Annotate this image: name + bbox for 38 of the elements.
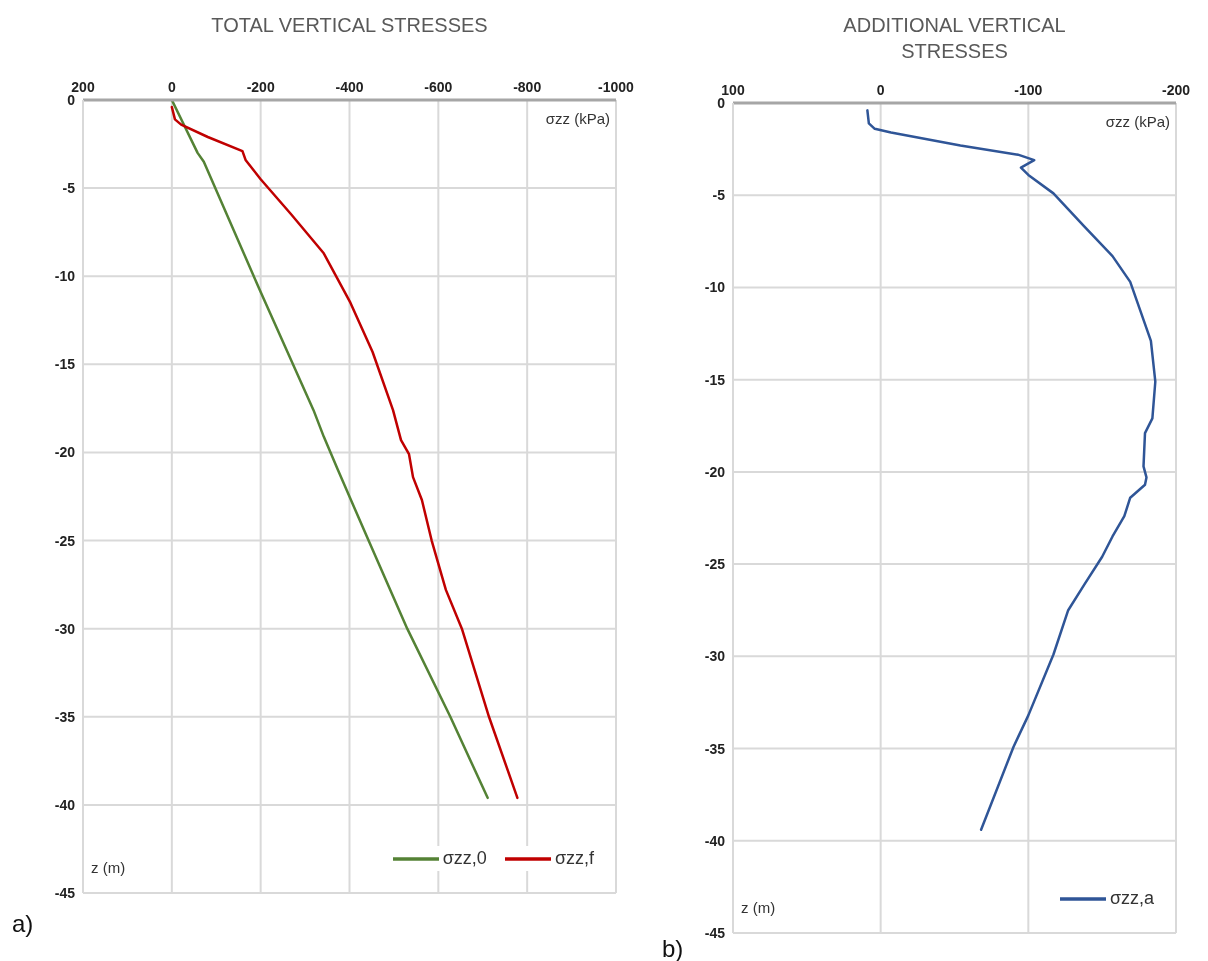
x-tick-label: -600 xyxy=(424,79,453,95)
x-axis-title: σzz (kPa) xyxy=(545,110,610,127)
x-tick-label: 0 xyxy=(167,79,176,95)
chart-title: ADDITIONAL VERTICAL STRESSES xyxy=(842,13,1067,64)
y-axis-title: z (m) xyxy=(91,859,126,876)
x-axis-title: σzz (kPa) xyxy=(1105,113,1170,130)
y-tick-label: -5 xyxy=(62,180,76,197)
x-tick-label: -200 xyxy=(246,79,275,95)
legend-label: σzz,f xyxy=(554,848,594,869)
legend-label: σzz,a xyxy=(1109,888,1154,909)
y-tick-label: -20 xyxy=(704,463,726,480)
x-tick-label: -400 xyxy=(335,79,364,95)
y-tick-label: -30 xyxy=(54,620,76,637)
y-tick-label: -5 xyxy=(712,187,726,204)
y-tick-label: -45 xyxy=(54,884,76,901)
y-tick-label: -45 xyxy=(704,924,726,941)
y-tick-label: -20 xyxy=(54,444,76,461)
x-tick-label: 0 xyxy=(876,82,885,98)
y-tick-label: -30 xyxy=(704,648,726,665)
chart-title: TOTAL VERTICAL STRESSES xyxy=(210,13,489,38)
y-tick-label: -10 xyxy=(704,279,726,296)
y-tick-label: -40 xyxy=(704,832,726,849)
y-tick-label: -10 xyxy=(54,268,76,285)
y-tick-label: -25 xyxy=(704,556,726,573)
y-tick-label: -35 xyxy=(704,740,726,757)
text: a) xyxy=(12,910,34,938)
x-tick-label: -200 xyxy=(1161,82,1191,98)
y-tick-label: -15 xyxy=(54,356,76,373)
x-tick-label: -800 xyxy=(513,79,542,95)
y-tick-label: -15 xyxy=(704,371,726,388)
y-tick-label: -25 xyxy=(54,532,76,549)
legend-label: σzz,0 xyxy=(442,848,487,869)
x-tick-label: -1000 xyxy=(598,79,635,95)
x-tick-label: -100 xyxy=(1014,82,1043,98)
x-tick-label: 200 xyxy=(71,79,95,95)
y-axis-title: z (m) xyxy=(741,899,776,916)
y-tick-label: -40 xyxy=(54,796,76,813)
y-tick-label: -35 xyxy=(54,708,76,725)
